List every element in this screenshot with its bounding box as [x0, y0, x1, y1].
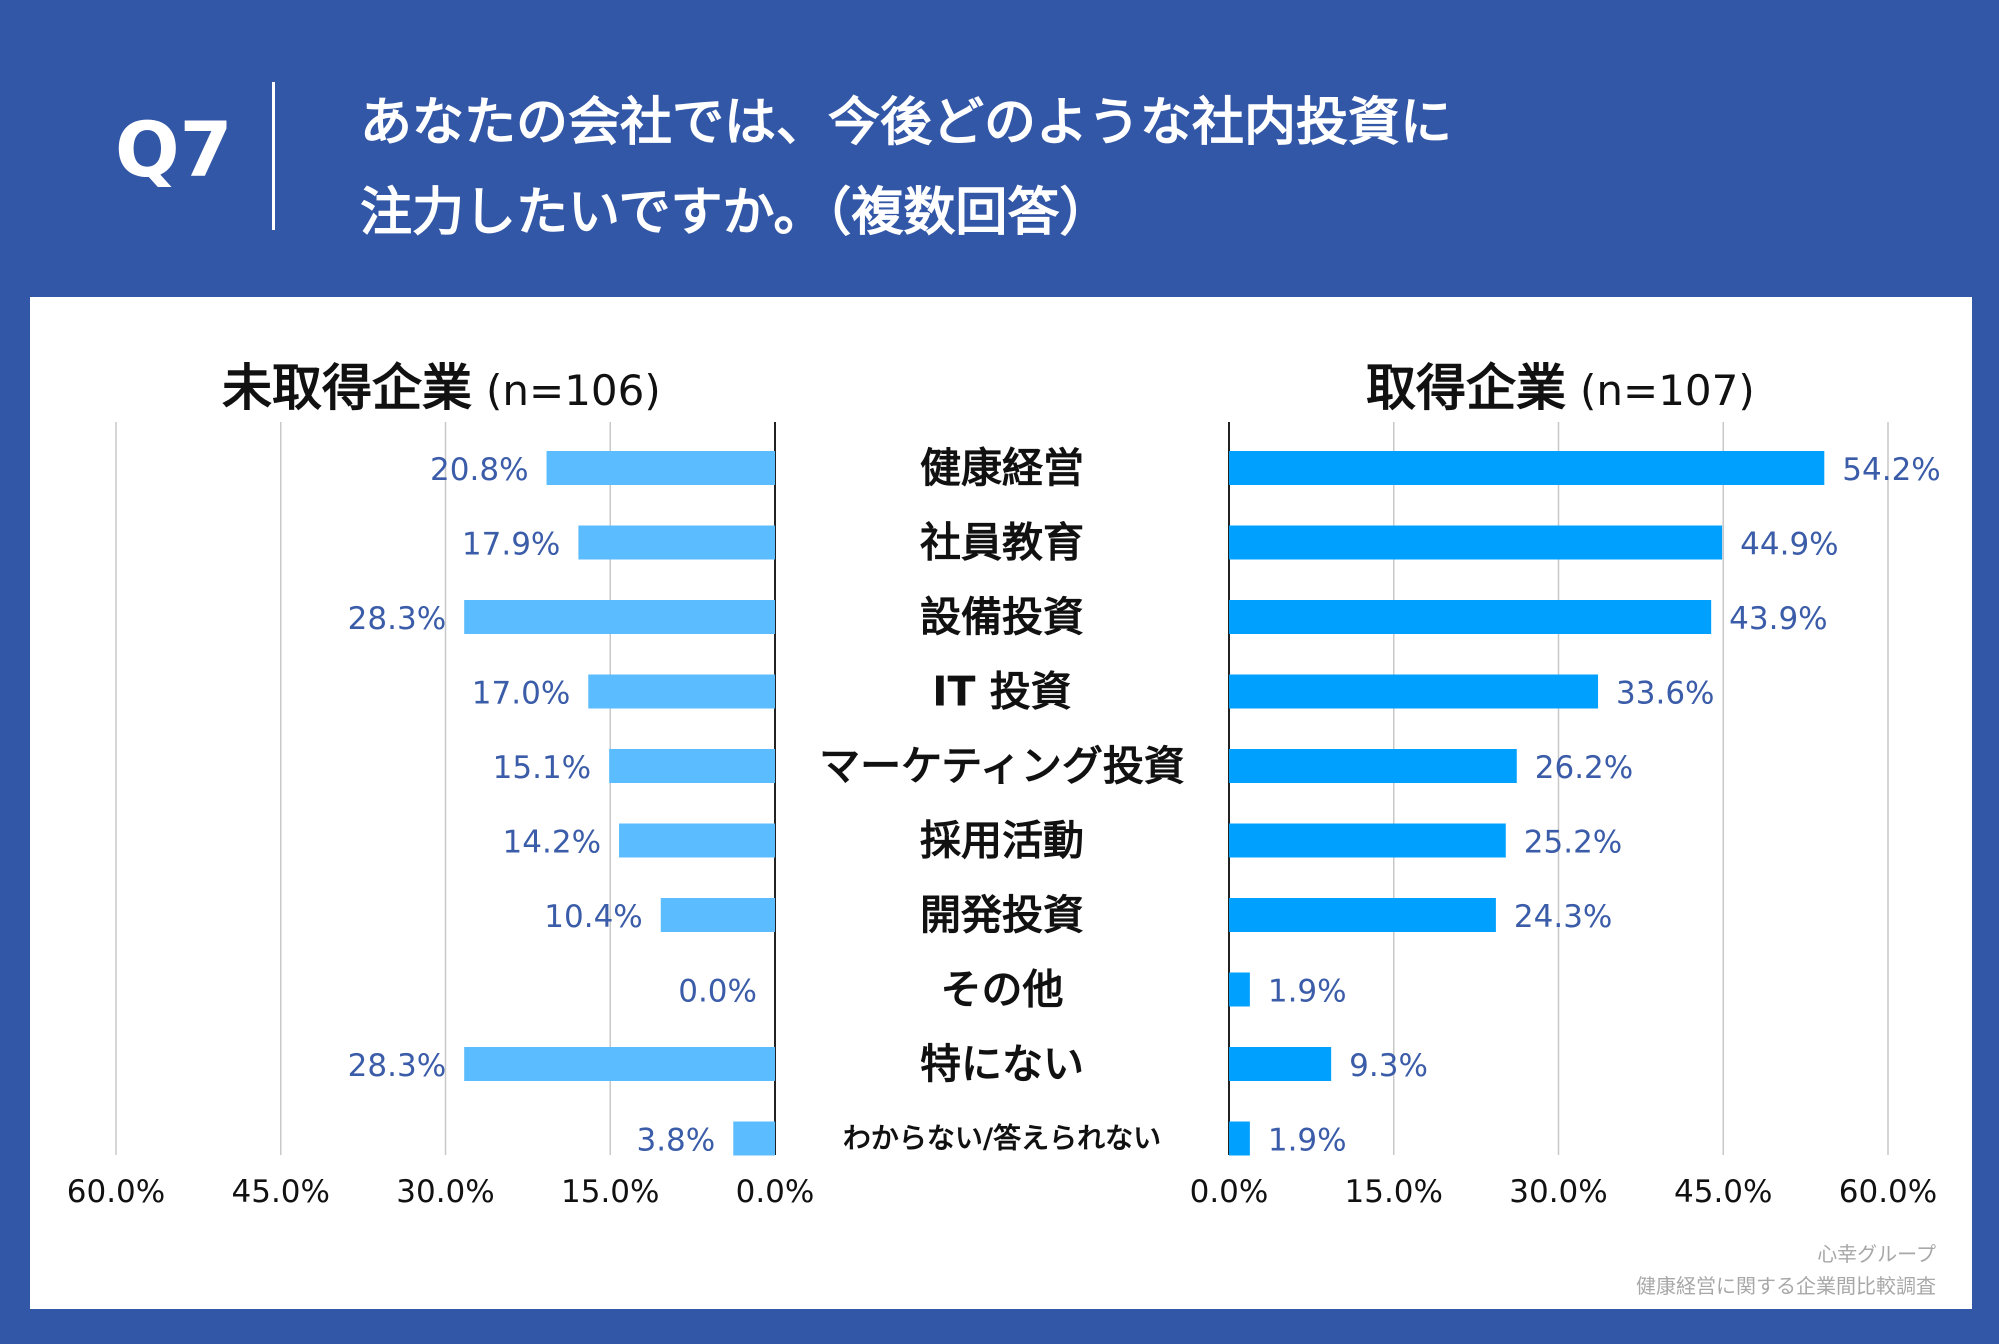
left-bar [464, 1047, 775, 1081]
right-group-n: (n=107) [1580, 366, 1755, 415]
right-value-label: 9.3% [1349, 1048, 1428, 1084]
left-value-label: 0.0% [678, 974, 757, 1010]
left-value-label: 14.2% [503, 825, 601, 861]
category-label: 社員教育 [920, 519, 1084, 567]
right-value-label: 24.3% [1514, 899, 1612, 935]
left-value-label: 17.0% [472, 676, 570, 712]
credit-line-2: 健康経営に関する企業間比較調査 [1636, 1274, 1936, 1298]
source-credit: 心幸グループ 健康経営に関する企業間比較調査 [1636, 1238, 1936, 1302]
right-tick-label: 30.0% [1509, 1174, 1607, 1210]
left-value-label: 28.3% [348, 1048, 446, 1084]
left-value-label: 3.8% [636, 1123, 715, 1159]
left-bar [546, 451, 775, 485]
left-tick-label: 45.0% [232, 1174, 330, 1210]
category-label: 採用活動 [920, 817, 1084, 865]
category-label: その他 [941, 966, 1064, 1014]
right-value-label: 44.9% [1740, 527, 1838, 563]
right-tick-label: 0.0% [1190, 1174, 1269, 1210]
left-bar [660, 898, 775, 932]
left-group-name: 未取得企業 [222, 359, 472, 417]
left-bar [609, 749, 775, 783]
category-label: 開発投資 [920, 891, 1084, 939]
left-bar [464, 600, 775, 634]
category-label: 設備投資 [920, 593, 1084, 641]
left-bar [733, 1121, 775, 1156]
credit-line-1: 心幸グループ [1817, 1242, 1936, 1266]
left-tick-label: 30.0% [396, 1174, 494, 1210]
left-value-label: 28.3% [348, 601, 446, 637]
right-value-label: 33.6% [1616, 676, 1714, 712]
right-group-title: 取得企業 (n=107) [1366, 348, 1755, 420]
left-tick-label: 0.0% [736, 1174, 815, 1210]
question-line-1: あなたの会社では、今後どのような社内投資に [360, 93, 1453, 153]
question-text: あなたの会社では、今後どのような社内投資に 注力したいですか。（複数回答） [360, 78, 1860, 258]
right-value-label: 1.9% [1268, 974, 1347, 1010]
left-group-title: 未取得企業 (n=106) [222, 348, 661, 420]
right-bar [1229, 600, 1712, 634]
category-label: IT 投資 [932, 668, 1072, 716]
right-bar [1229, 1047, 1332, 1081]
right-value-label: 43.9% [1729, 601, 1827, 637]
right-value-label: 1.9% [1268, 1123, 1347, 1159]
right-bar [1229, 972, 1250, 1007]
right-bar [1229, 525, 1723, 560]
right-tick-label: 15.0% [1345, 1174, 1443, 1210]
right-bar [1229, 749, 1517, 783]
left-bar [578, 525, 775, 560]
left-value-label: 17.9% [462, 527, 560, 563]
category-label: 特にない [920, 1040, 1084, 1088]
right-value-label: 25.2% [1524, 825, 1622, 861]
left-bar [619, 823, 775, 858]
right-value-label: 26.2% [1535, 750, 1633, 786]
category-label: マーケティング投資 [819, 742, 1185, 790]
left-bar [588, 674, 775, 709]
right-group-name: 取得企業 [1366, 359, 1566, 417]
right-value-label: 54.2% [1842, 452, 1940, 488]
right-bar [1229, 451, 1825, 485]
left-group-n: (n=106) [486, 366, 661, 415]
category-label: 健康経営 [920, 444, 1084, 492]
category-label: わからない/答えられない [843, 1122, 1161, 1155]
left-value-label: 15.1% [493, 750, 591, 786]
left-value-label: 10.4% [544, 899, 642, 935]
right-bar [1229, 898, 1496, 932]
right-bar [1229, 1121, 1250, 1156]
left-tick-label: 15.0% [561, 1174, 659, 1210]
right-bar [1229, 674, 1599, 709]
header-divider [272, 82, 275, 230]
question-line-2: 注力したいですか。（複数回答） [360, 183, 1112, 243]
left-value-label: 20.8% [430, 452, 528, 488]
right-tick-label: 60.0% [1839, 1174, 1937, 1210]
left-tick-label: 60.0% [67, 1174, 165, 1210]
question-number: Q7 [115, 105, 233, 194]
right-bar [1229, 823, 1506, 858]
right-tick-label: 45.0% [1674, 1174, 1772, 1210]
